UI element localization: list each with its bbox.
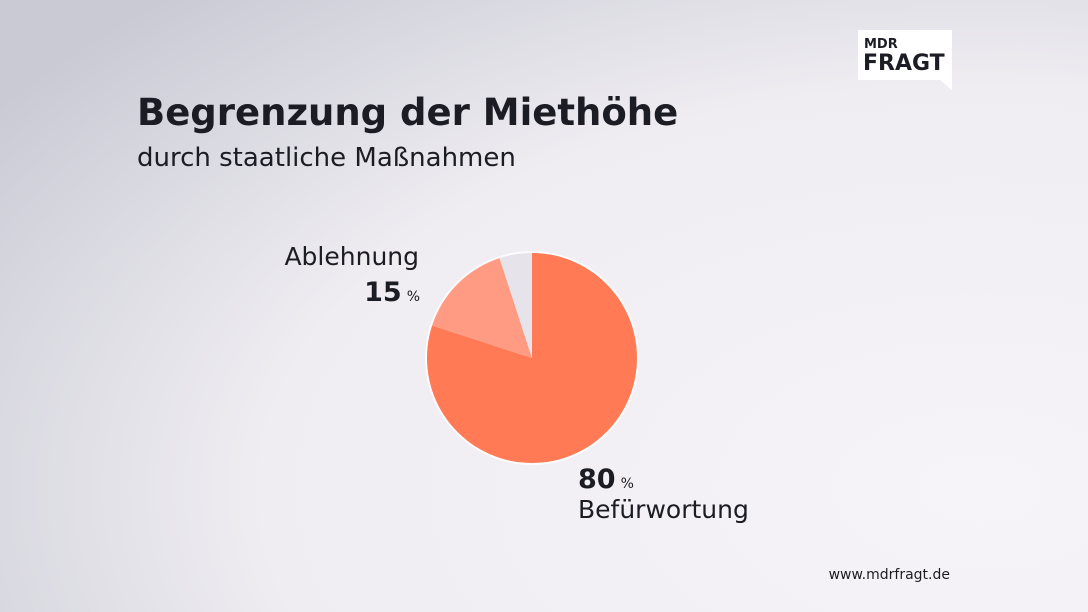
slice-value: 15% [364, 277, 420, 308]
pie-slice [427, 253, 638, 463]
pie [425, 251, 639, 465]
pie-slice [432, 258, 532, 358]
logo: MDR FRAGT [858, 30, 952, 90]
footer: www.mdrfragt.de [829, 567, 950, 583]
value-number: 15 [364, 277, 402, 308]
value-unit: % [621, 476, 634, 492]
slice-value: 80% [578, 464, 634, 495]
pie-slice [499, 253, 532, 358]
chart-subtitle: durch staatliche Maßnahmen [137, 143, 516, 173]
logo-bottom: FRAGT [863, 51, 945, 76]
logo-box [858, 30, 952, 90]
slice-label: Ablehnung [284, 242, 419, 271]
value-number: 80 [578, 464, 616, 495]
chart-title: Begrenzung der Miethöhe [137, 91, 678, 134]
value-unit: % [407, 289, 420, 305]
slice-label: Befürwortung [578, 495, 749, 524]
logo-top: MDR [864, 37, 898, 52]
